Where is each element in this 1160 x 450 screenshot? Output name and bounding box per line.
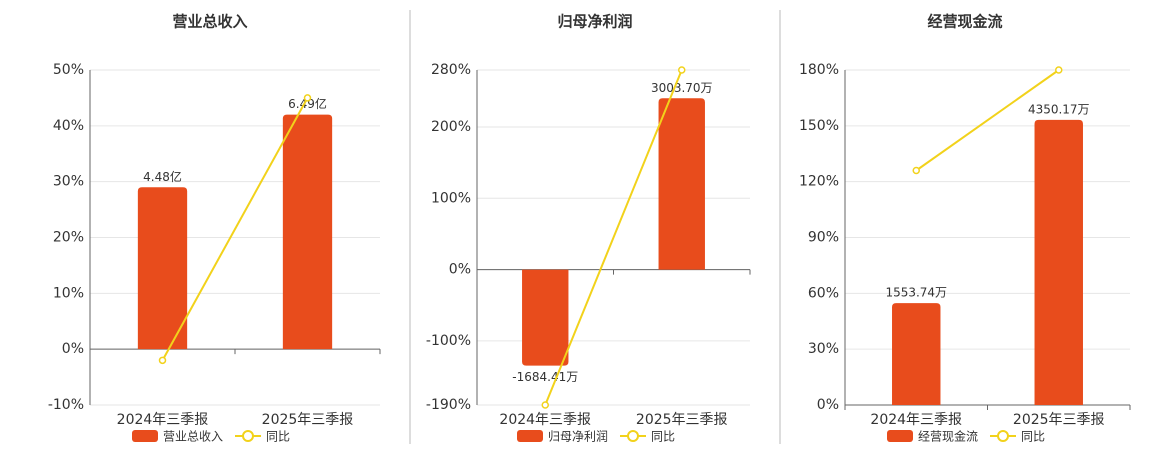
y-tick-label: 30%	[53, 174, 84, 190]
data-label: 6.49亿	[288, 96, 327, 111]
chart-title: 归母净利润	[557, 13, 632, 31]
point	[678, 66, 686, 74]
legend-swatch	[132, 430, 158, 442]
data-label: 3003.70万	[651, 81, 713, 95]
point	[912, 166, 920, 175]
bar	[1034, 119, 1083, 405]
y-tick-label: 0%	[449, 262, 471, 278]
data-label: 4350.17万	[1028, 102, 1090, 116]
y-tick-label: 280%	[431, 62, 471, 78]
bar	[137, 187, 188, 350]
y-tick-label: 50%	[53, 62, 84, 78]
y-tick-label: 10%	[53, 285, 84, 301]
legend-label: 经营现金流	[918, 429, 978, 444]
x-tick-label: 2024年三季报	[870, 412, 962, 428]
y-tick-label: 150%	[799, 118, 839, 134]
y-tick-label: 60%	[808, 285, 839, 301]
y-tick-label: 0%	[817, 397, 839, 413]
y-tick-label: 40%	[53, 118, 84, 134]
y-tick-label: 0%	[62, 341, 84, 357]
data-label: 1553.74万	[885, 286, 947, 300]
y-tick-label: 120%	[799, 174, 839, 190]
data-label: -1684.41万	[512, 370, 578, 384]
y-tick-label: 30%	[808, 341, 839, 357]
x-tick-label: 2024年三季报	[499, 412, 591, 428]
legend-label: 归母净利润	[548, 430, 608, 444]
point	[158, 356, 167, 365]
bar	[522, 269, 569, 366]
point	[303, 94, 312, 102]
y-tick-label: -100%	[426, 333, 471, 349]
y-tick-label: 200%	[431, 119, 471, 135]
x-tick-label: 2025年三季报	[262, 412, 354, 428]
legend-label: 营业总收入	[163, 430, 223, 444]
legend-label: 同比	[651, 430, 675, 444]
bar	[892, 303, 941, 405]
legend-swatch	[627, 430, 639, 442]
y-tick-label: 100%	[431, 190, 471, 206]
y-tick-label: 20%	[53, 230, 84, 246]
chart-title: 营业总收入	[172, 13, 247, 31]
legend-swatch	[997, 430, 1009, 442]
line	[161, 97, 309, 361]
x-tick-label: 2025年三季报	[1013, 412, 1105, 428]
y-tick-label: -190%	[426, 397, 471, 413]
legend-swatch	[517, 430, 543, 442]
legend-swatch	[242, 430, 254, 442]
y-tick-label: 90%	[808, 230, 839, 246]
line	[544, 69, 683, 406]
bar	[282, 114, 333, 350]
chart-title: 经营现金流	[927, 13, 1002, 31]
point	[1055, 66, 1063, 74]
bar	[658, 98, 705, 270]
y-tick-label: 180%	[799, 62, 839, 78]
x-tick-label: 2024年三季报	[117, 412, 209, 428]
data-label: 4.48亿	[143, 169, 182, 184]
y-tick-label: -10%	[48, 397, 84, 413]
line	[915, 69, 1060, 172]
legend-label: 同比	[266, 430, 290, 444]
x-tick-label: 2025年三季报	[636, 412, 728, 428]
point	[541, 401, 549, 409]
legend-label: 同比	[1021, 430, 1045, 444]
legend-swatch	[887, 430, 913, 442]
